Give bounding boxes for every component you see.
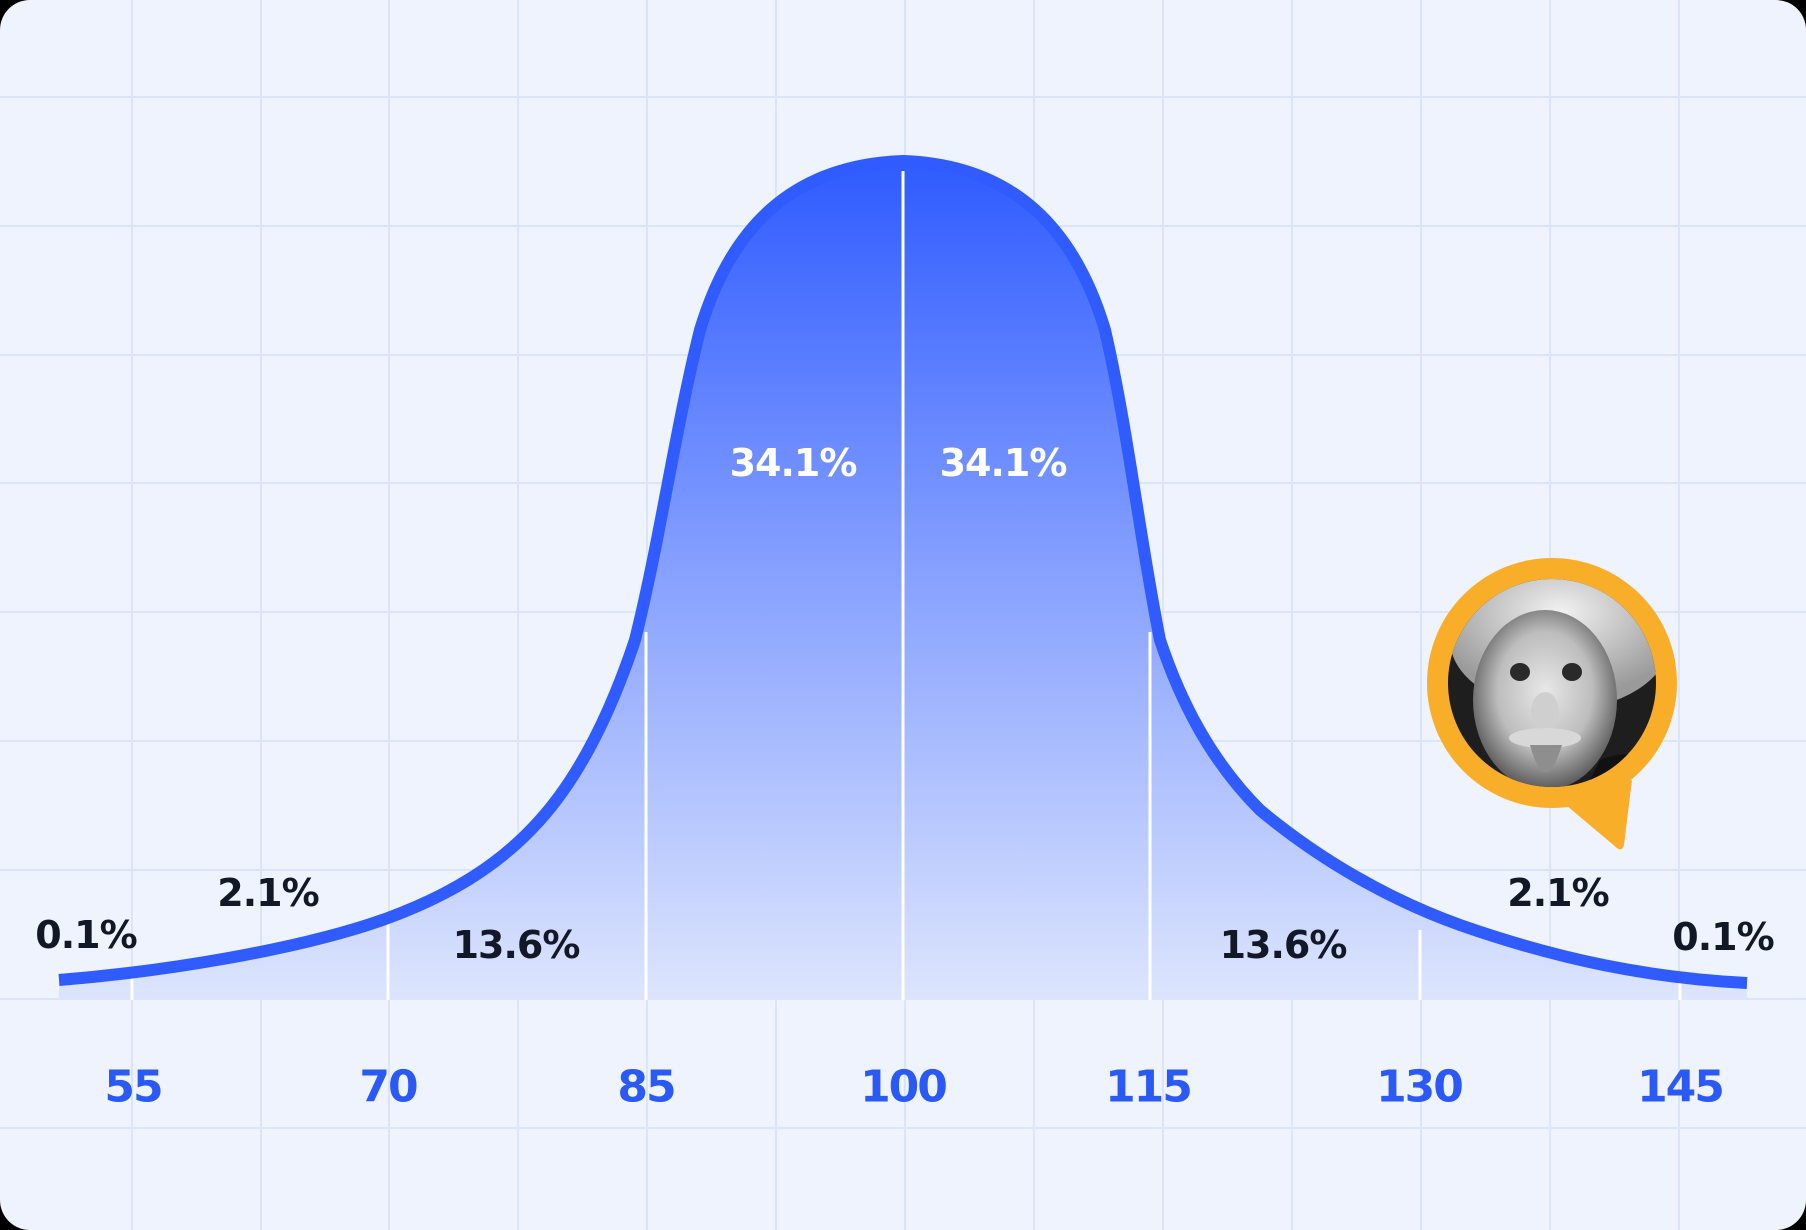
- x-tick-100: 100: [860, 1061, 948, 1113]
- percent-label-right-tail: 0.1%: [1672, 915, 1774, 959]
- x-tick-55: 55: [104, 1061, 163, 1113]
- percent-label-right-center: 34.1%: [939, 441, 1068, 485]
- percent-label-left-center: 34.1%: [729, 441, 858, 485]
- x-tick-115: 115: [1105, 1061, 1193, 1113]
- bell-curve-line: [58, 154, 1748, 989]
- percent-label-right-2sd: 2.1%: [1507, 871, 1609, 915]
- x-tick-145: 145: [1637, 1061, 1725, 1113]
- percent-label-left-tail: 0.1%: [35, 913, 137, 957]
- x-tick-70: 70: [359, 1061, 418, 1113]
- x-tick-130: 130: [1376, 1061, 1464, 1113]
- sd-separators: [130, 171, 1682, 1000]
- percent-label-right-1sd: 13.6%: [1219, 923, 1348, 967]
- einstein-avatar-bubble-icon: [1427, 558, 1677, 850]
- percent-label-left-2sd: 2.1%: [217, 871, 319, 915]
- x-tick-85: 85: [617, 1061, 676, 1113]
- percent-label-left-1sd: 13.6%: [452, 923, 581, 967]
